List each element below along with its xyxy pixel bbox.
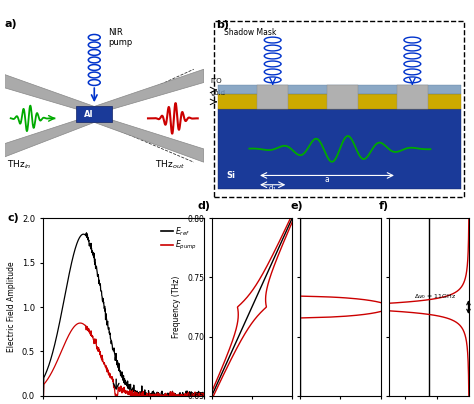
Bar — [219, 85, 462, 95]
Polygon shape — [94, 114, 204, 162]
Bar — [257, 85, 288, 109]
Text: e): e) — [291, 201, 303, 211]
Text: f): f) — [379, 201, 389, 211]
Text: a: a — [325, 175, 329, 183]
Text: d): d) — [197, 201, 210, 211]
Text: ITO: ITO — [210, 78, 222, 84]
Text: Shadow Mask: Shadow Mask — [224, 28, 276, 37]
Y-axis label: Frequency (THz): Frequency (THz) — [173, 276, 182, 338]
Bar — [397, 85, 428, 109]
Legend: $E_{ref}$, $E_{pump}$: $E_{ref}$, $E_{pump}$ — [158, 222, 200, 255]
Polygon shape — [5, 114, 94, 157]
FancyBboxPatch shape — [214, 21, 464, 197]
Text: $\Delta\nu_0$ = 11GHz: $\Delta\nu_0$ = 11GHz — [414, 292, 456, 301]
Text: Al: Al — [83, 110, 93, 119]
Bar — [219, 109, 462, 189]
Y-axis label: Electric Field Amplitude: Electric Field Amplitude — [7, 262, 16, 352]
Text: THz$_{in}$: THz$_{in}$ — [7, 158, 31, 171]
Polygon shape — [5, 75, 94, 114]
Bar — [327, 85, 358, 109]
Text: c): c) — [7, 213, 19, 223]
Text: NIR: NIR — [108, 27, 123, 37]
Text: d$_1$: d$_1$ — [268, 184, 277, 194]
Text: b): b) — [216, 20, 229, 30]
Text: pump: pump — [108, 38, 132, 47]
Text: gold: gold — [210, 90, 226, 96]
Bar — [76, 106, 112, 122]
Polygon shape — [94, 69, 204, 114]
Text: THz$_{out}$: THz$_{out}$ — [155, 158, 185, 171]
Text: a): a) — [5, 19, 18, 29]
Text: Si: Si — [226, 171, 235, 180]
Bar — [219, 95, 462, 109]
